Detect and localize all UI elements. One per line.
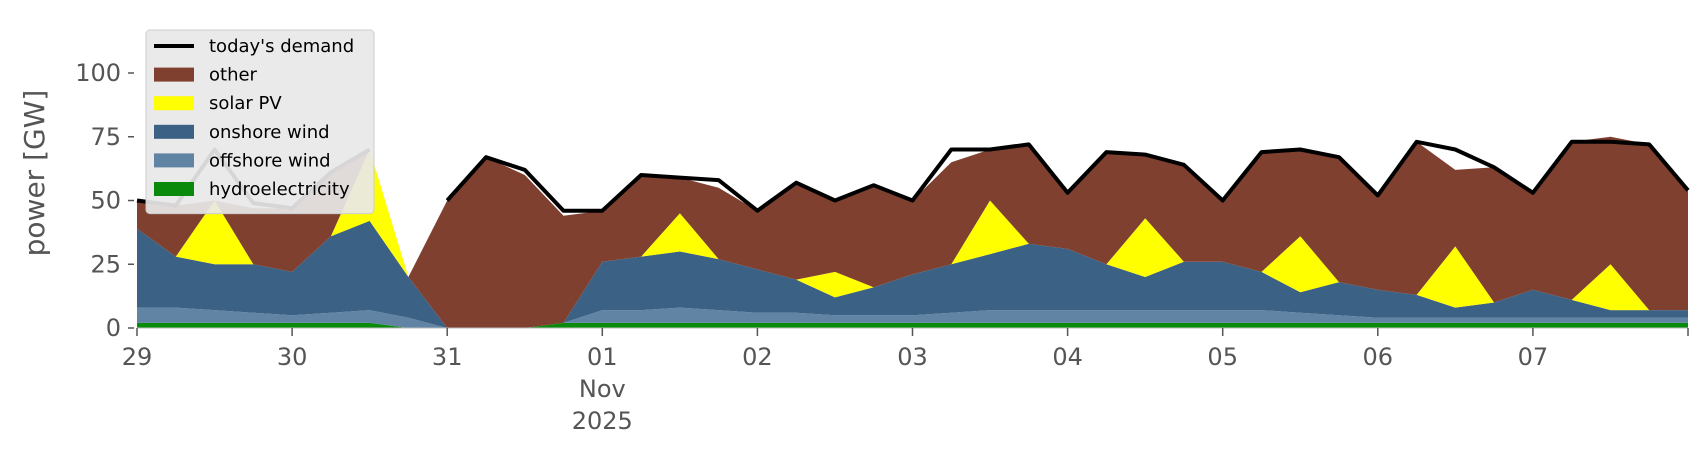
x-tick-label: 03 — [897, 343, 928, 371]
y-tick-label: 0 — [106, 314, 121, 342]
area-other — [137, 136, 1688, 328]
legend: today's demand other solar PV onshore wind o… — [145, 29, 375, 215]
y-tick-label: 25 — [90, 250, 121, 278]
area-onshore-wind — [137, 220, 1688, 328]
stacked-areas — [137, 136, 1688, 328]
y-tick-label: 50 — [90, 187, 121, 215]
legend-label-hydroelectricity: hydroelectricity — [209, 179, 350, 200]
y-tick-label: 75 — [90, 123, 121, 151]
legend-label-today-s-demand: today's demand — [209, 36, 354, 57]
legend-swatch-solar-pv — [154, 96, 194, 111]
legend-swatch-other — [154, 67, 194, 82]
legend-swatch-hydroelectricity — [154, 182, 194, 196]
x-tick-label: 01 — [587, 343, 618, 371]
x-tick-label: 29 — [122, 343, 153, 371]
x-tick-label: 30 — [277, 343, 308, 371]
x-tick-sublabel-year: 2025 — [572, 407, 633, 435]
y-tick-label: 100 — [75, 59, 121, 87]
axes: 0 25 50 75 100 29 30 31 01 Nov 2025 02 03 04 05 06 07 — [75, 59, 1689, 435]
legend-label-solar-pv: solar PV — [209, 93, 282, 114]
legend-swatch-offshore-wind — [154, 153, 194, 168]
legend-label-other: other — [209, 65, 258, 86]
x-tick-label: 02 — [742, 343, 773, 371]
x-tick-label: 06 — [1363, 343, 1394, 371]
legend-label-onshore-wind: onshore wind — [209, 122, 330, 143]
x-tick-label: 05 — [1207, 343, 1238, 371]
area-solar-pv — [137, 149, 1688, 328]
x-tick-label: 07 — [1518, 343, 1549, 371]
legend-box — [145, 29, 375, 215]
area-offshore-wind — [137, 307, 1688, 328]
x-tick-label: 04 — [1052, 343, 1083, 371]
x-tick-sublabel-month: Nov — [579, 375, 626, 403]
area-hydroelectricity — [137, 322, 1688, 328]
legend-label-offshore-wind: offshore wind — [209, 150, 331, 171]
legend-swatch-onshore-wind — [154, 124, 194, 139]
x-tick-label: 31 — [432, 343, 463, 371]
y-axis-title: power [GW] — [18, 90, 51, 257]
